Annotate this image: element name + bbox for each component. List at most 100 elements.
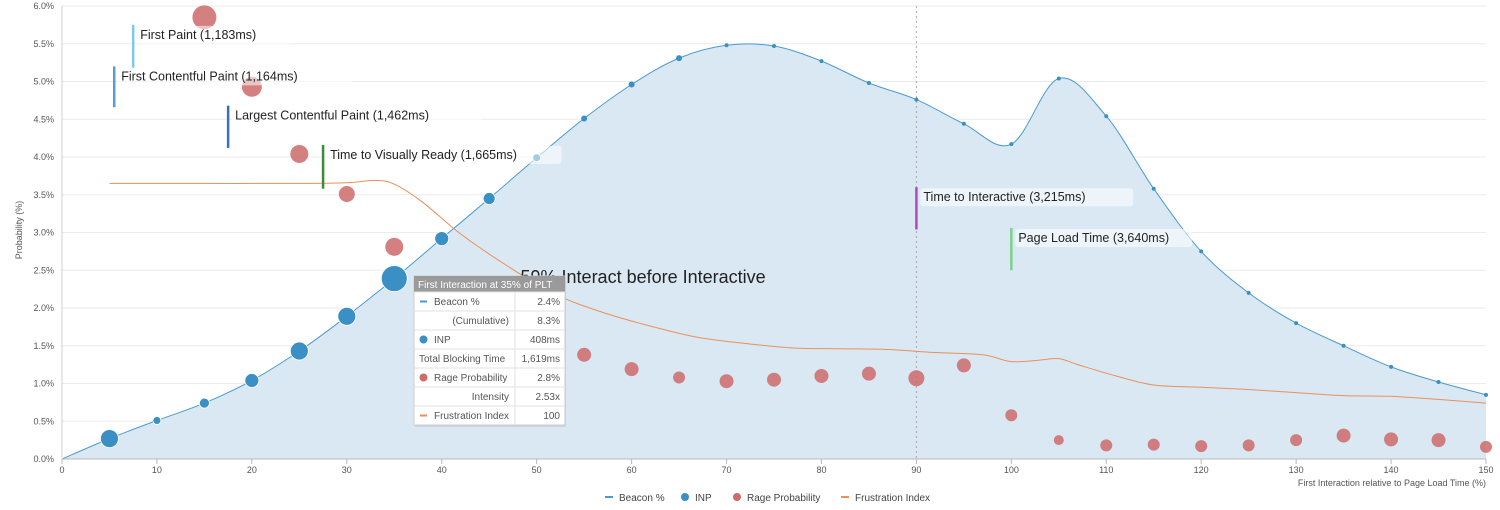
y-tick-label: 4.5% xyxy=(33,114,54,124)
x-tick-label: 60 xyxy=(627,465,637,475)
annotation-background xyxy=(327,145,562,164)
rage-probability-point[interactable] xyxy=(1336,428,1351,443)
x-tick-label: 100 xyxy=(1004,465,1019,475)
tooltip-dot-marker xyxy=(419,335,428,344)
y-tick-label: 1.0% xyxy=(33,379,54,389)
rage-probability-point[interactable] xyxy=(814,368,829,383)
tooltip-row-value: 408ms xyxy=(530,335,560,346)
inp-point[interactable] xyxy=(380,265,408,292)
y-axis-title: Probability (%) xyxy=(14,201,24,260)
rage-probability-point[interactable] xyxy=(861,366,876,381)
inp-point[interactable] xyxy=(1484,392,1488,397)
rage-probability-point[interactable] xyxy=(767,372,781,387)
inp-point[interactable] xyxy=(337,306,357,326)
inp-point[interactable] xyxy=(1436,379,1441,384)
y-tick-label: 2.0% xyxy=(33,303,54,313)
inp-point[interactable] xyxy=(581,115,588,122)
inp-point[interactable] xyxy=(819,59,824,64)
x-tick-label: 10 xyxy=(152,465,162,475)
legend[interactable]: Beacon % INP Rage Probability Frustration I… xyxy=(605,493,930,504)
inp-point[interactable] xyxy=(628,81,635,88)
tooltip: First Interaction at 35% of PLT Beacon % 2… xyxy=(413,275,566,427)
legend-item[interactable]: INP xyxy=(681,493,712,504)
rage-probability-point[interactable] xyxy=(1242,439,1255,452)
annotation-label: Time to Interactive (3,215ms) xyxy=(923,190,1085,204)
rage-probability-point[interactable] xyxy=(1480,440,1492,453)
rage-probability-point[interactable] xyxy=(290,144,309,163)
x-tick-label: 120 xyxy=(1194,465,1209,475)
y-tick-label: 0.5% xyxy=(33,416,54,426)
inp-point[interactable] xyxy=(1294,321,1299,326)
x-tick-label: 90 xyxy=(911,465,921,475)
inp-point[interactable] xyxy=(866,81,871,86)
beacon-area xyxy=(61,43,1487,460)
rage-probability-point[interactable] xyxy=(1384,432,1399,447)
annotation: First Paint (1,183ms) xyxy=(131,24,293,68)
rage-probability-point[interactable] xyxy=(1290,434,1303,447)
y-tick-label: 5.0% xyxy=(33,77,54,87)
inp-point[interactable] xyxy=(772,44,776,49)
rage-probability-point[interactable] xyxy=(1100,439,1113,452)
rage-probability-point[interactable] xyxy=(1053,435,1064,446)
inp-point[interactable] xyxy=(724,43,729,48)
legend-item[interactable]: Beacon % xyxy=(605,493,665,504)
rage-probability-point[interactable] xyxy=(1431,433,1446,448)
tooltip-row-label: Rage Probability xyxy=(434,373,507,384)
x-tick-label: 150 xyxy=(1478,465,1493,475)
tooltip-header-bg xyxy=(414,276,565,292)
inp-point[interactable] xyxy=(1151,186,1156,191)
inp-point[interactable] xyxy=(676,55,683,62)
inp-point[interactable] xyxy=(152,416,162,425)
inp-point[interactable] xyxy=(100,429,119,449)
rage-probability-point[interactable] xyxy=(908,370,925,387)
rage-probability-point[interactable] xyxy=(673,371,686,384)
x-tick-label: 130 xyxy=(1289,465,1304,475)
tooltip-box xyxy=(413,275,566,426)
axes: 0.0% 0.5% 1.0% 1.5% 2.0% 2.5% 3.0% 3.5% 4.0% 4.5%… xyxy=(33,1,1493,475)
x-tick-label: 140 xyxy=(1384,465,1399,475)
rage-probability-point[interactable] xyxy=(385,237,404,256)
inp-point[interactable] xyxy=(1009,142,1014,147)
inp-point[interactable] xyxy=(1246,290,1251,295)
x-tick-label: 110 xyxy=(1099,465,1113,475)
rage-probability-point[interactable] xyxy=(956,358,971,373)
rage-probability-point[interactable] xyxy=(577,347,592,362)
tooltip-row-label: Frustration Index xyxy=(434,411,509,422)
legend-label: INP xyxy=(695,493,712,504)
inp-point[interactable] xyxy=(1341,343,1346,348)
tooltip-row-label: Total Blocking Time xyxy=(419,354,506,365)
inp-point[interactable] xyxy=(482,192,496,205)
annotation-label: Time to Visually Ready (1,665ms) xyxy=(330,148,517,162)
inp-point[interactable] xyxy=(914,97,919,102)
rage-probability-point[interactable] xyxy=(338,185,355,202)
x-tick-label: 30 xyxy=(342,465,352,475)
rage-probability-point[interactable] xyxy=(192,5,217,30)
tooltip-row-label: INP xyxy=(434,335,451,346)
inp-point[interactable] xyxy=(198,397,210,409)
y-tick-label: 0.0% xyxy=(33,454,54,464)
legend-item[interactable]: Rage Probability xyxy=(733,493,820,504)
x-tick-label: 20 xyxy=(247,465,257,475)
annotation-background xyxy=(1015,228,1193,247)
milestone-annotations: First Paint (1,183ms) First Contentful Pa… xyxy=(112,24,1193,271)
annotation-label: Page Load Time (3,640ms) xyxy=(1018,231,1169,245)
inp-point[interactable] xyxy=(244,373,260,388)
rage-probability-point[interactable] xyxy=(624,362,639,377)
annotation: First Contentful Paint (1,164ms) xyxy=(112,66,353,108)
rage-probability-point[interactable] xyxy=(1195,440,1208,453)
inp-point[interactable] xyxy=(289,341,309,361)
rage-probability-point[interactable] xyxy=(1147,438,1160,451)
rage-probability-point[interactable] xyxy=(1005,409,1018,422)
inp-point[interactable] xyxy=(1389,364,1394,369)
legend-item[interactable]: Frustration Index xyxy=(841,493,930,504)
tooltip-row-value: 2.8% xyxy=(537,373,560,384)
inp-point[interactable] xyxy=(1056,76,1061,81)
rage-probability-point[interactable] xyxy=(719,374,734,389)
legend-dot-marker xyxy=(733,493,741,501)
annotation-background xyxy=(118,67,353,86)
inp-point[interactable] xyxy=(961,121,966,126)
inp-point[interactable] xyxy=(1104,114,1109,119)
inp-point[interactable] xyxy=(1199,249,1204,254)
inp-point[interactable] xyxy=(434,231,450,246)
